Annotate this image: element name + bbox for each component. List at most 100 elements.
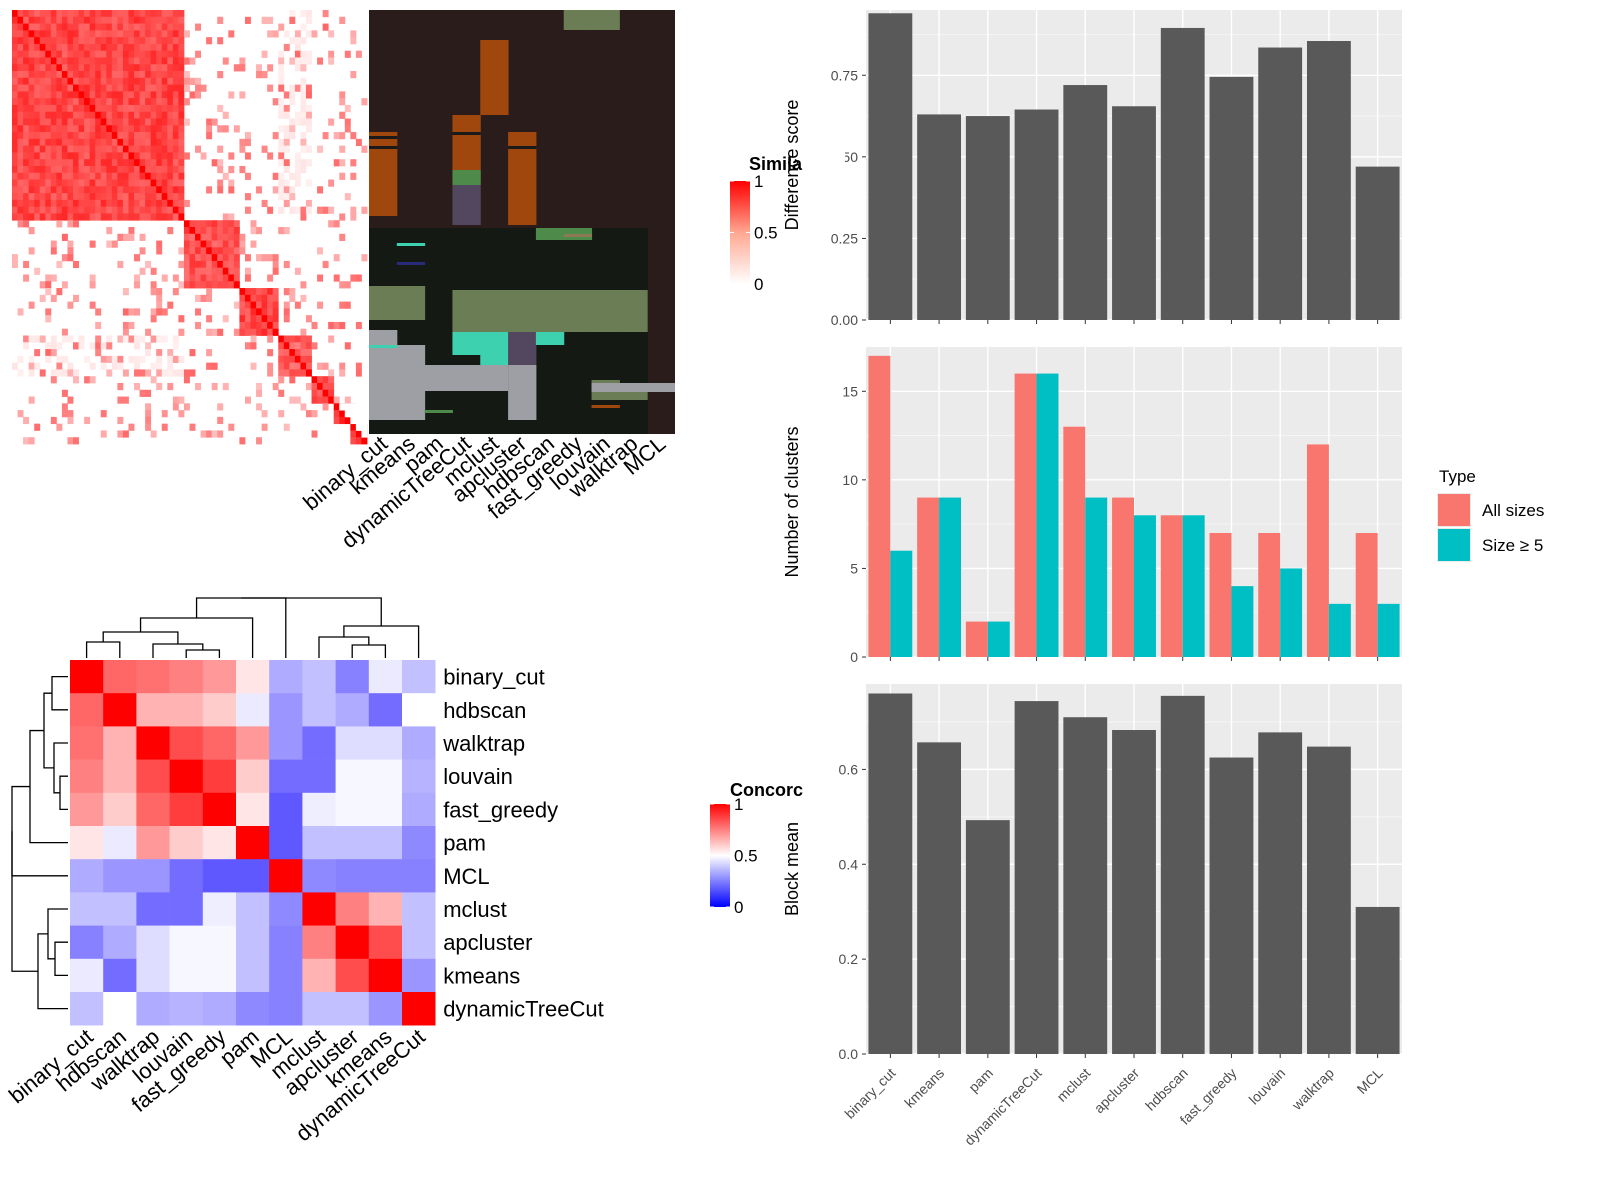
similarity-cell bbox=[34, 77, 41, 85]
similarity-cell bbox=[28, 199, 35, 208]
similarity-cell bbox=[145, 111, 152, 119]
similarity-cell bbox=[95, 342, 102, 350]
similarity-cell bbox=[178, 179, 185, 187]
similarity-cell bbox=[145, 165, 152, 174]
similarity-cell bbox=[106, 37, 113, 45]
similarity-cell bbox=[39, 152, 46, 160]
similarity-cell bbox=[211, 362, 218, 370]
similarity-cell bbox=[183, 233, 190, 241]
similarity-cell bbox=[61, 254, 68, 262]
similarity-cell bbox=[139, 10, 146, 18]
similarity-cell bbox=[300, 349, 307, 357]
similarity-cell bbox=[34, 423, 41, 431]
similarity-cell bbox=[45, 64, 52, 72]
similarity-cell bbox=[56, 57, 63, 65]
similarity-cell bbox=[28, 98, 35, 106]
similarity-cell bbox=[172, 165, 179, 174]
similarity-cell bbox=[244, 193, 251, 201]
similarity-cell bbox=[95, 50, 102, 58]
similarity-cell bbox=[361, 254, 368, 262]
similarity-cell bbox=[61, 37, 68, 45]
similarity-cell bbox=[261, 16, 268, 24]
similarity-cell bbox=[239, 321, 246, 330]
similarity-cell bbox=[12, 118, 18, 126]
similarity-cell bbox=[195, 227, 201, 235]
concordance-cell bbox=[368, 826, 403, 860]
similarity-cell bbox=[244, 274, 251, 282]
similarity-cell bbox=[56, 111, 63, 119]
similarity-cell bbox=[23, 132, 30, 140]
similarity-cell bbox=[145, 10, 152, 18]
similarity-cell bbox=[289, 396, 296, 404]
similarity-cell bbox=[28, 71, 35, 79]
similarity-cell bbox=[23, 16, 30, 24]
similarity-cell bbox=[250, 240, 257, 248]
similarity-cell bbox=[28, 213, 35, 221]
similarity-cell bbox=[23, 57, 30, 65]
similarity-cell bbox=[244, 288, 251, 296]
similarity-cell bbox=[206, 220, 213, 228]
similarity-cell bbox=[239, 240, 246, 248]
similarity-cell bbox=[84, 179, 91, 187]
similarity-cell bbox=[294, 84, 301, 92]
similarity-cell bbox=[78, 64, 85, 72]
similarity-cell bbox=[167, 10, 174, 18]
bar-size-ge-5 bbox=[1182, 515, 1205, 657]
similarity-cell bbox=[39, 213, 46, 221]
similarity-cell bbox=[178, 23, 185, 31]
similarity-cell bbox=[167, 71, 174, 79]
similarity-cell bbox=[28, 118, 35, 126]
membership-block bbox=[369, 286, 398, 320]
similarity-cell bbox=[350, 159, 357, 167]
similarity-cell bbox=[61, 410, 68, 418]
similarity-cell bbox=[39, 186, 46, 194]
similarity-cell bbox=[178, 84, 185, 92]
similarity-cell bbox=[28, 227, 35, 235]
dendrogram-link bbox=[318, 636, 370, 658]
similarity-cell bbox=[350, 410, 357, 418]
similarity-cell bbox=[156, 138, 163, 147]
similarity-cell bbox=[217, 125, 224, 133]
similarity-cell bbox=[12, 260, 18, 269]
similarity-cell bbox=[67, 104, 74, 113]
similarity-cell bbox=[322, 23, 329, 31]
concordance-row-label: walktrap bbox=[442, 731, 525, 756]
membership-block bbox=[452, 332, 481, 355]
similarity-cell bbox=[111, 16, 118, 24]
similarity-cell bbox=[172, 403, 179, 411]
similarity-cell bbox=[95, 71, 102, 79]
similarity-cell bbox=[239, 233, 246, 241]
similarity-cell bbox=[294, 57, 301, 65]
bar bbox=[965, 820, 1010, 1054]
similarity-cell bbox=[256, 227, 263, 235]
similarity-cell bbox=[95, 145, 102, 153]
similarity-cell bbox=[150, 50, 157, 58]
concordance-cell bbox=[302, 660, 336, 694]
similarity-cell bbox=[183, 152, 190, 160]
similarity-cell bbox=[128, 104, 135, 113]
similarity-cell bbox=[339, 98, 346, 106]
similarity-cell bbox=[89, 274, 96, 282]
similarity-cell bbox=[56, 64, 63, 72]
similarity-cell bbox=[150, 91, 157, 99]
similarity-cell bbox=[161, 138, 168, 147]
bar-size-ge-5 bbox=[1036, 373, 1059, 657]
similarity-cell bbox=[34, 159, 41, 167]
similarity-cell bbox=[89, 23, 96, 31]
similarity-cell bbox=[355, 403, 362, 411]
similarity-cell bbox=[73, 179, 79, 187]
concordance-cell bbox=[236, 992, 270, 1026]
concordance-cell bbox=[103, 859, 137, 893]
similarity-cell bbox=[45, 308, 52, 316]
similarity-cell bbox=[361, 145, 368, 153]
similarity-cell bbox=[67, 30, 74, 38]
similarity-cell bbox=[95, 91, 102, 99]
dendrogram-link bbox=[152, 643, 204, 658]
similarity-cell bbox=[61, 138, 68, 147]
similarity-cell bbox=[78, 118, 85, 126]
similarity-cell bbox=[34, 10, 41, 18]
similarity-cell bbox=[156, 145, 163, 153]
concordance-cell bbox=[236, 925, 270, 960]
similarity-cell bbox=[122, 396, 129, 404]
